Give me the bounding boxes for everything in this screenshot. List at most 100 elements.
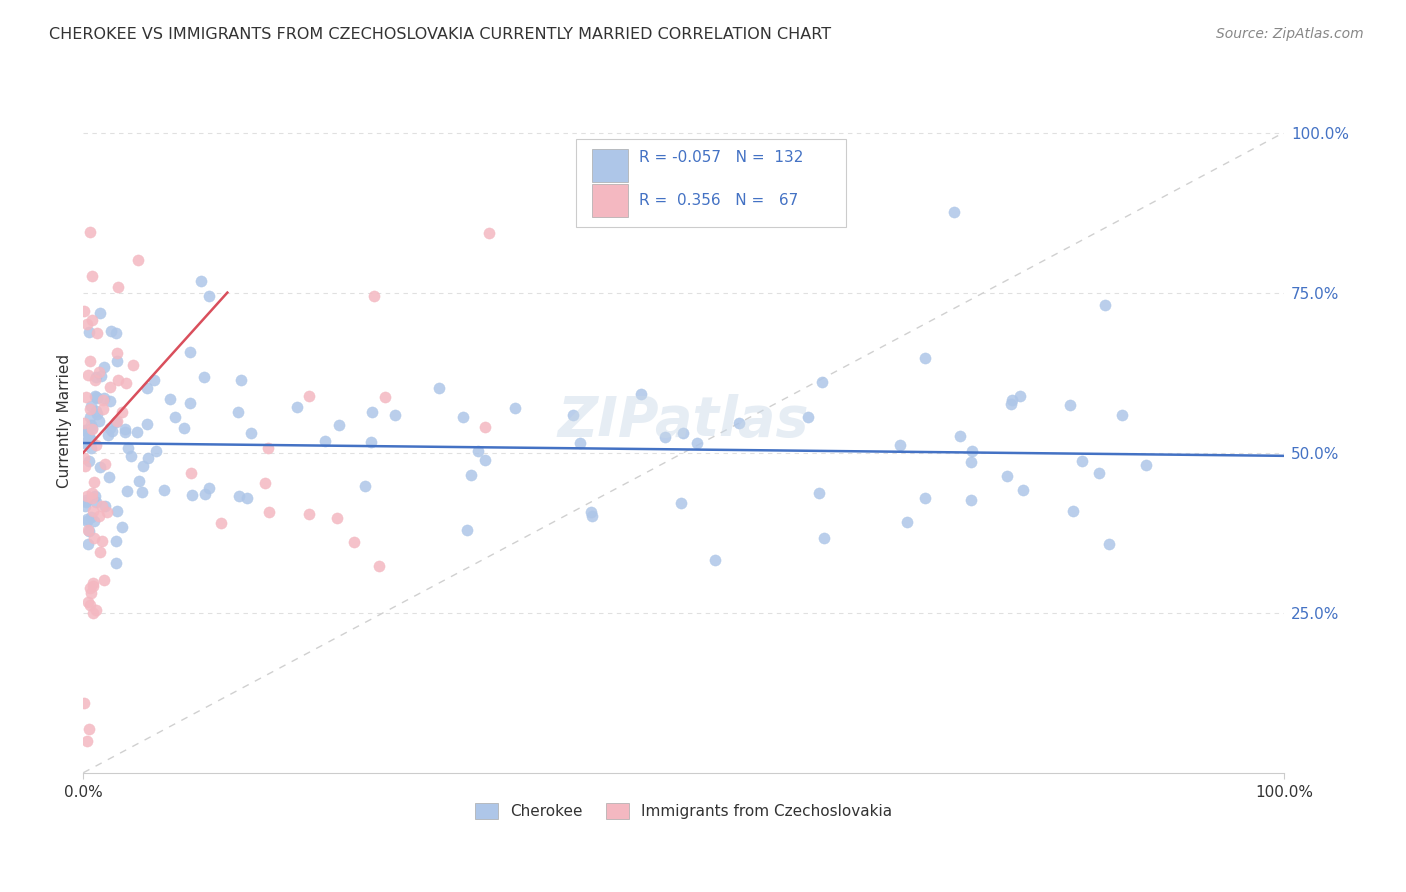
Point bbox=[314, 434, 336, 449]
Point bbox=[1088, 467, 1111, 481]
Point bbox=[80, 269, 103, 284]
Point bbox=[73, 424, 96, 438]
Point bbox=[77, 722, 100, 736]
Point bbox=[1011, 483, 1033, 497]
Point bbox=[84, 389, 107, 403]
Point bbox=[326, 511, 349, 525]
Point bbox=[114, 425, 136, 440]
Point bbox=[136, 417, 159, 432]
Point bbox=[77, 537, 100, 551]
Point bbox=[84, 403, 107, 417]
Point bbox=[77, 524, 100, 539]
Point bbox=[115, 376, 138, 390]
Point bbox=[363, 289, 385, 303]
Y-axis label: Currently Married: Currently Married bbox=[58, 353, 72, 488]
Point bbox=[1111, 408, 1133, 422]
Point bbox=[76, 514, 98, 528]
FancyBboxPatch shape bbox=[575, 139, 845, 227]
Point bbox=[368, 558, 391, 573]
Point bbox=[962, 444, 984, 458]
Point bbox=[84, 494, 107, 508]
Point bbox=[914, 491, 936, 505]
Point bbox=[80, 586, 103, 600]
Point bbox=[474, 420, 496, 434]
Text: CHEROKEE VS IMMIGRANTS FROM CZECHOSLOVAKIA CURRENTLY MARRIED CORRELATION CHART: CHEROKEE VS IMMIGRANTS FROM CZECHOSLOVAK… bbox=[49, 27, 831, 42]
Point bbox=[569, 436, 592, 450]
Point bbox=[73, 435, 96, 450]
Point bbox=[630, 387, 652, 401]
Point bbox=[889, 438, 911, 452]
Point bbox=[79, 225, 101, 239]
Point bbox=[75, 493, 97, 508]
Point bbox=[193, 370, 215, 384]
FancyBboxPatch shape bbox=[592, 149, 628, 182]
Point bbox=[374, 390, 396, 404]
Point bbox=[107, 280, 129, 294]
Point bbox=[94, 457, 117, 471]
Point bbox=[111, 519, 134, 533]
Point bbox=[73, 417, 96, 431]
Point bbox=[75, 495, 97, 509]
Point bbox=[1098, 537, 1121, 551]
Point bbox=[942, 205, 965, 219]
Point bbox=[89, 544, 111, 558]
Point bbox=[82, 422, 104, 436]
Point bbox=[813, 532, 835, 546]
Point bbox=[73, 450, 96, 465]
Point bbox=[80, 421, 103, 435]
Point bbox=[180, 467, 202, 481]
Point bbox=[1062, 504, 1084, 518]
Point bbox=[1008, 389, 1031, 403]
Point bbox=[960, 455, 983, 469]
Point bbox=[1135, 458, 1157, 473]
Point bbox=[995, 468, 1018, 483]
Point bbox=[165, 410, 187, 425]
Point bbox=[581, 508, 603, 523]
Point bbox=[75, 459, 97, 474]
Point bbox=[194, 487, 217, 501]
Point bbox=[84, 438, 107, 452]
Point bbox=[153, 483, 176, 497]
Point bbox=[253, 476, 276, 491]
Point bbox=[107, 373, 129, 387]
Point bbox=[73, 696, 96, 710]
Point bbox=[86, 390, 108, 404]
Point bbox=[76, 489, 98, 503]
Point bbox=[77, 523, 100, 537]
Point bbox=[76, 595, 98, 609]
Point bbox=[179, 345, 201, 359]
Point bbox=[90, 499, 112, 513]
Point bbox=[949, 428, 972, 442]
Point bbox=[90, 533, 112, 548]
Point bbox=[669, 496, 692, 510]
Point bbox=[82, 485, 104, 500]
Point bbox=[914, 351, 936, 365]
Point bbox=[93, 391, 115, 405]
Point bbox=[80, 312, 103, 326]
Point bbox=[143, 373, 166, 387]
Point bbox=[77, 368, 100, 382]
Point bbox=[94, 500, 117, 514]
Point bbox=[259, 505, 281, 519]
Point bbox=[896, 515, 918, 529]
Point bbox=[75, 424, 97, 438]
Point bbox=[360, 435, 382, 450]
Point bbox=[76, 511, 98, 525]
Point bbox=[115, 483, 138, 498]
Point bbox=[361, 404, 384, 418]
Point bbox=[100, 324, 122, 338]
Point bbox=[117, 441, 139, 455]
Point bbox=[811, 375, 834, 389]
Point bbox=[91, 393, 114, 408]
Point bbox=[240, 426, 263, 441]
Point bbox=[93, 573, 115, 587]
Point bbox=[105, 346, 128, 360]
Point bbox=[83, 489, 105, 503]
Point bbox=[131, 485, 153, 500]
Point bbox=[1059, 398, 1081, 412]
Point bbox=[79, 325, 101, 339]
Point bbox=[173, 421, 195, 435]
Point bbox=[145, 443, 167, 458]
Point bbox=[159, 392, 181, 406]
Text: R =  0.356   N =   67: R = 0.356 N = 67 bbox=[640, 193, 799, 208]
